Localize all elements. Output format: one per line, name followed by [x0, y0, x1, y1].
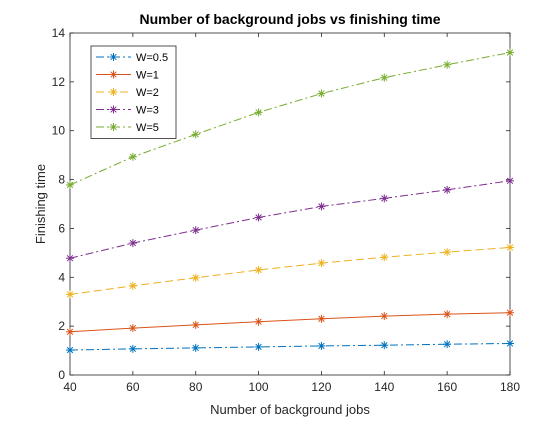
legend-entry: W=2: [96, 87, 159, 99]
y-tick-label: 14: [52, 26, 66, 40]
series-line: [69, 52, 511, 186]
data-point: [191, 320, 200, 329]
data-point: [66, 180, 74, 189]
series-2: [66, 308, 514, 336]
legend-label: W=2: [136, 87, 159, 99]
series-line: [69, 180, 511, 259]
x-tick-label: 40: [63, 380, 77, 394]
legend-label: W=3: [136, 105, 159, 117]
data-point: [317, 314, 326, 323]
legend-label: W=0.5: [136, 52, 168, 64]
x-tick-label: 140: [374, 380, 394, 394]
x-axis-title: Number of background jobs: [210, 402, 370, 417]
y-tick-label: 2: [58, 319, 65, 333]
x-tick-label: 60: [126, 380, 140, 394]
legend-entry: W=0.5: [96, 52, 168, 64]
data-point: [66, 327, 74, 336]
data-point: [317, 89, 326, 98]
legend-marker: [109, 53, 118, 61]
data-point: [380, 73, 389, 82]
y-tick-label: 10: [52, 124, 66, 138]
data-point: [317, 341, 326, 350]
y-tick-label: 12: [52, 75, 66, 89]
data-point: [506, 339, 514, 348]
y-tick-label: 8: [58, 173, 65, 187]
data-point: [506, 176, 514, 185]
data-point: [191, 273, 200, 282]
x-tick-label: 160: [437, 380, 457, 394]
legend-marker: [109, 105, 118, 114]
legend-marker: [109, 123, 118, 131]
x-tick-label: 100: [249, 380, 269, 394]
data-point: [443, 340, 452, 349]
data-point: [443, 310, 452, 319]
series-line: [69, 246, 511, 295]
data-point: [66, 290, 74, 299]
series-1: [66, 339, 514, 355]
legend-entry: W=3: [96, 105, 159, 117]
legend-box: [90, 45, 177, 139]
data-point: [380, 312, 389, 321]
legend-label: W=5: [136, 122, 159, 134]
series-3: [66, 243, 514, 299]
series-line: [69, 342, 511, 351]
legend-entry: W=1: [96, 70, 159, 82]
x-tick-label: 80: [189, 380, 203, 394]
y-tick-label: 6: [58, 221, 65, 235]
axes: 40 60 80 100 120 140 160 180 0 2 4 6 8 10 12 14: [52, 26, 521, 394]
data-point: [128, 324, 137, 333]
data-point: [191, 343, 200, 352]
series-5: [66, 48, 514, 189]
legend-entry: W=5: [96, 122, 159, 134]
data-point: [128, 152, 137, 161]
data-point: [380, 194, 389, 203]
data-point: [254, 317, 263, 326]
series-line: [69, 312, 511, 333]
x-tick-label: 180: [500, 380, 520, 394]
series-layer: [66, 48, 514, 355]
data-point: [506, 243, 514, 252]
legend-marker: [109, 70, 118, 79]
data-point: [254, 108, 263, 117]
legend-label: W=1: [136, 70, 159, 82]
legend-marker: [109, 88, 118, 96]
data-point: [443, 60, 452, 69]
data-point: [254, 342, 263, 351]
data-point: [443, 248, 452, 257]
data-point: [506, 308, 514, 317]
data-point: [443, 185, 452, 194]
y-axis-title: Finishing time: [33, 164, 48, 244]
data-point: [66, 346, 74, 355]
series-4: [66, 176, 514, 263]
axes-box: [69, 32, 511, 376]
data-point: [380, 341, 389, 350]
data-point: [66, 254, 74, 263]
data-point: [128, 239, 137, 248]
data-point: [254, 265, 263, 274]
data-point: [191, 130, 200, 139]
data-point: [506, 48, 514, 57]
data-point: [191, 226, 200, 235]
y-tick-label: 0: [58, 368, 65, 382]
data-point: [380, 253, 389, 262]
data-point: [254, 213, 263, 222]
data-point: [128, 281, 137, 290]
chart-title: Number of background jobs vs finishing t…: [139, 11, 440, 27]
data-point: [128, 344, 137, 353]
x-tick-label: 120: [311, 380, 331, 394]
y-tick-label: 4: [58, 270, 65, 284]
data-point: [317, 202, 326, 211]
legend: W=0.5 W=1 W=2 W=3 W=5: [90, 45, 177, 139]
data-point: [317, 259, 326, 268]
